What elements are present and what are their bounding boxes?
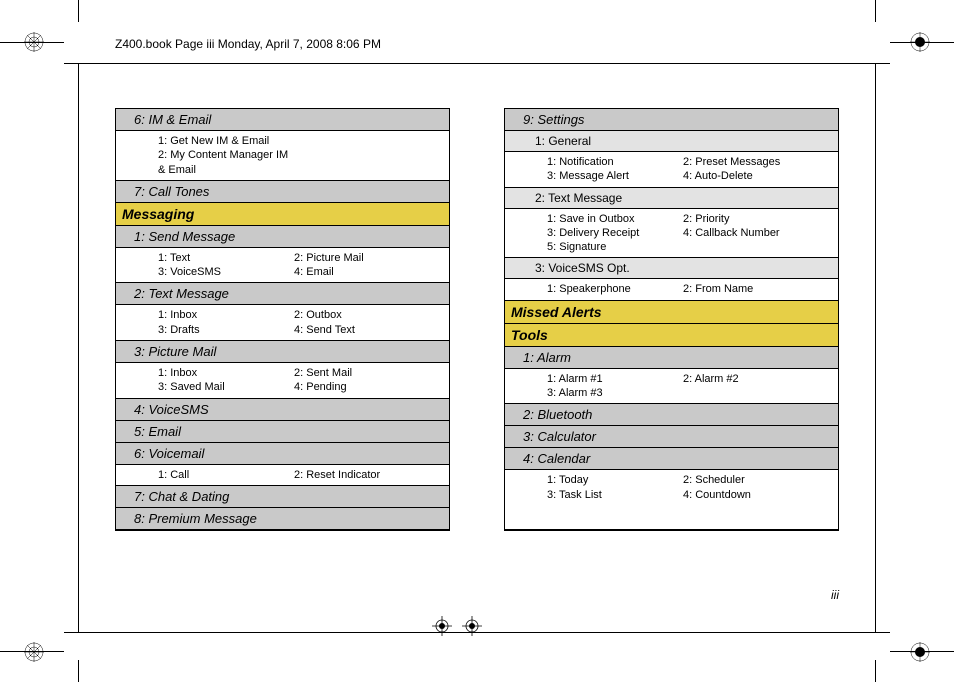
registration-mark — [910, 32, 930, 52]
menu-item-lvl1: 2: Text Message — [116, 282, 449, 304]
menu-subitem — [294, 134, 430, 148]
menu-subitem: 3: VoiceSMS — [158, 265, 294, 279]
menu-subitem: 2: Priority — [683, 212, 819, 226]
page-header: Z400.book Page iii Monday, April 7, 2008… — [115, 37, 381, 51]
menu-item-lvl2: 1: General — [505, 130, 838, 151]
menu-subitem: 3: Task List — [547, 488, 683, 502]
menu-item-lvl1: 7: Call Tones — [116, 180, 449, 202]
menu-subitems: 1: Today2: Scheduler3: Task List4: Count… — [505, 469, 838, 505]
menu-subitem: 3: Alarm #3 — [547, 386, 683, 400]
menu-subitem: 2: Scheduler — [683, 473, 819, 487]
menu-column-right: 9: Settings1: General1: Notification2: P… — [504, 108, 839, 531]
menu-subitem: 2: My Content Manager IM & Email — [158, 148, 294, 177]
menu-subitems: 1: Save in Outbox2: Priority3: Delivery … — [505, 208, 838, 258]
menu-subitems: 1: Inbox2: Outbox3: Drafts4: Send Text — [116, 304, 449, 340]
menu-subitem: 1: Today — [547, 473, 683, 487]
menu-subitem: 4: Email — [294, 265, 430, 279]
menu-subitem: 5: Signature — [547, 240, 683, 254]
registration-mark — [910, 642, 930, 662]
menu-item-lvl1: 1: Alarm — [505, 346, 838, 368]
menu-subitem: 3: Saved Mail — [158, 380, 294, 394]
menu-subitem: 2: Preset Messages — [683, 155, 819, 169]
menu-item-lvl1: 4: Calendar — [505, 447, 838, 469]
menu-subitem: 1: Speakerphone — [547, 282, 683, 296]
menu-item-lvl2: 2: Text Message — [505, 187, 838, 208]
menu-column-left: 6: IM & Email1: Get New IM & Email2: My … — [115, 108, 450, 531]
menu-subitem: 2: Picture Mail — [294, 251, 430, 265]
menu-subitems: 1: Speakerphone2: From Name — [505, 278, 838, 299]
menu-subitem: 1: Notification — [547, 155, 683, 169]
menu-subitem: 1: Inbox — [158, 366, 294, 380]
menu-item-lvl1: 6: IM & Email — [116, 109, 449, 130]
menu-item-lvl1: 5: Email — [116, 420, 449, 442]
menu-item-lvl2: 3: VoiceSMS Opt. — [505, 257, 838, 278]
menu-subitem: 2: From Name — [683, 282, 819, 296]
menu-subitems: 1: Text2: Picture Mail3: VoiceSMS4: Emai… — [116, 247, 449, 283]
menu-subitem: 1: Alarm #1 — [547, 372, 683, 386]
menu-subitem: 1: Text — [158, 251, 294, 265]
menu-item-lvl1: 6: Voicemail — [116, 442, 449, 464]
menu-item-lvl1: 3: Calculator — [505, 425, 838, 447]
menu-subitem: 3: Delivery Receipt — [547, 226, 683, 240]
menu-subitem: 4: Send Text — [294, 323, 430, 337]
menu-subitem: 2: Outbox — [294, 308, 430, 322]
menu-category: Tools — [505, 323, 838, 346]
registration-mark — [24, 642, 44, 662]
menu-subitems: 1: Call2: Reset Indicator — [116, 464, 449, 485]
page-number: iii — [831, 588, 839, 602]
menu-subitems: 1: Get New IM & Email2: My Content Manag… — [116, 130, 449, 180]
menu-subitem: 4: Callback Number — [683, 226, 819, 240]
menu-subitems: 1: Alarm #12: Alarm #23: Alarm #3 — [505, 368, 838, 404]
registration-mark — [24, 32, 44, 52]
menu-subitem: 4: Pending — [294, 380, 430, 394]
menu-subitem: 2: Sent Mail — [294, 366, 430, 380]
menu-subitem: 1: Save in Outbox — [547, 212, 683, 226]
menu-subitems: 1: Notification2: Preset Messages3: Mess… — [505, 151, 838, 187]
menu-subitem: 3: Message Alert — [547, 169, 683, 183]
menu-subitem: 1: Inbox — [158, 308, 294, 322]
menu-item-lvl1: 9: Settings — [505, 109, 838, 130]
menu-item-lvl1: 4: VoiceSMS — [116, 398, 449, 420]
menu-subitem: 4: Auto-Delete — [683, 169, 819, 183]
menu-item-lvl1: 2: Bluetooth — [505, 403, 838, 425]
menu-subitem: 3: Drafts — [158, 323, 294, 337]
menu-item-lvl1: 8: Premium Message — [116, 507, 449, 529]
menu-category: Missed Alerts — [505, 300, 838, 323]
menu-subitem: 4: Countdown — [683, 488, 819, 502]
menu-subitem: 2: Alarm #2 — [683, 372, 819, 386]
menu-item-lvl1: 7: Chat & Dating — [116, 485, 449, 507]
menu-item-lvl1: 1: Send Message — [116, 225, 449, 247]
menu-subitems: 1: Inbox2: Sent Mail3: Saved Mail4: Pend… — [116, 362, 449, 398]
menu-subitem: 1: Call — [158, 468, 294, 482]
menu-subitem: 1: Get New IM & Email — [158, 134, 294, 148]
menu-category: Messaging — [116, 202, 449, 225]
menu-subitem: 2: Reset Indicator — [294, 468, 430, 482]
menu-item-lvl1: 3: Picture Mail — [116, 340, 449, 362]
